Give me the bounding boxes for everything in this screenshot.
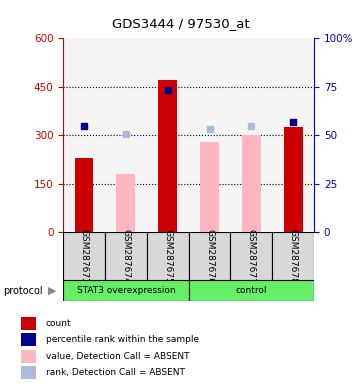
Text: GDS3444 / 97530_at: GDS3444 / 97530_at bbox=[112, 17, 249, 30]
Bar bbox=[188, 280, 314, 301]
Text: GSM287676: GSM287676 bbox=[205, 229, 214, 284]
Bar bbox=[21, 366, 36, 379]
Text: percentile rank within the sample: percentile rank within the sample bbox=[46, 335, 199, 344]
Bar bbox=[230, 232, 272, 280]
Text: count: count bbox=[46, 319, 71, 328]
Text: STAT3 overexpression: STAT3 overexpression bbox=[77, 286, 175, 295]
Bar bbox=[21, 350, 36, 363]
Text: control: control bbox=[236, 286, 267, 295]
Text: GSM287678: GSM287678 bbox=[289, 229, 298, 284]
Bar bbox=[188, 232, 230, 280]
Bar bbox=[200, 142, 219, 232]
Text: GSM287675: GSM287675 bbox=[163, 229, 172, 284]
Bar bbox=[117, 174, 135, 232]
Text: rank, Detection Call = ABSENT: rank, Detection Call = ABSENT bbox=[46, 368, 185, 377]
Text: GSM287674: GSM287674 bbox=[121, 229, 130, 284]
Bar bbox=[147, 232, 188, 280]
Text: value, Detection Call = ABSENT: value, Detection Call = ABSENT bbox=[46, 352, 190, 361]
Text: GSM287673: GSM287673 bbox=[79, 229, 88, 284]
Bar bbox=[63, 232, 105, 280]
Text: ▶: ▶ bbox=[48, 286, 57, 296]
Bar bbox=[21, 318, 36, 330]
Bar bbox=[158, 80, 177, 232]
Text: GSM287677: GSM287677 bbox=[247, 229, 256, 284]
Bar bbox=[242, 136, 261, 232]
Bar bbox=[21, 333, 36, 346]
Bar bbox=[272, 232, 314, 280]
Bar bbox=[63, 280, 188, 301]
Bar bbox=[105, 232, 147, 280]
Text: protocol: protocol bbox=[4, 286, 43, 296]
Bar bbox=[284, 127, 303, 232]
Bar bbox=[75, 158, 93, 232]
